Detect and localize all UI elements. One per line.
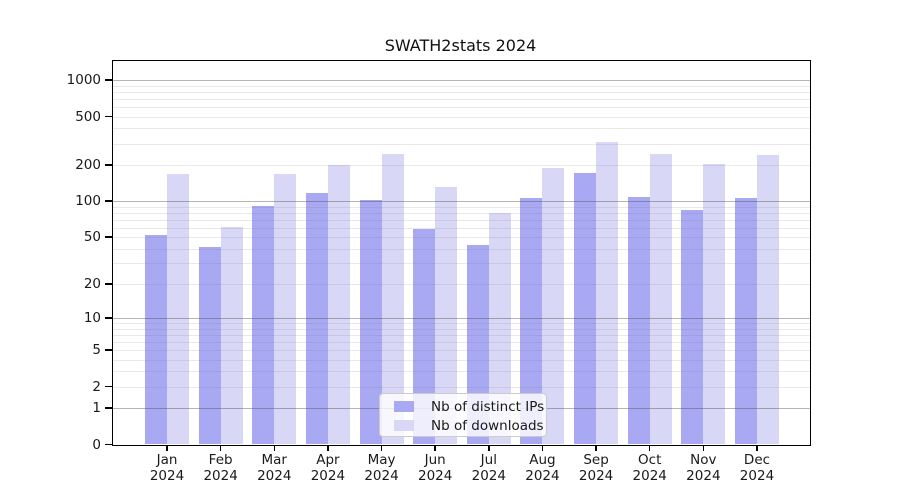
y-axis-tick-label: 0 [92,436,101,453]
bar-downloads-Feb [220,226,243,445]
y-axis-tick-label: 10 [83,310,101,327]
x-axis-tick-label: Dec 2024 [739,451,775,484]
legend-label-downloads: Nb of downloads [431,417,544,434]
y-axis-tick-label: 20 [83,275,101,292]
bar-downloads-Sep [596,141,619,445]
y-axis-tick-label: 1000 [66,72,101,89]
x-axis-tick-label: Sep 2024 [578,451,614,484]
bar-downloads-Oct [649,154,672,445]
y-axis-tick-label: 5 [92,342,101,359]
x-axis-tick [756,446,758,451]
bar-downloads-Dec [756,155,779,445]
x-axis-tick-label: Oct 2024 [632,451,667,484]
y-axis-tick [105,385,112,388]
x-axis-tick [380,446,383,451]
bar-distinct-ips-Jan [145,235,167,445]
x-axis-tick [541,446,544,451]
bar-distinct-ips-Aug [520,197,543,445]
bar-downloads-Nov [703,163,726,445]
bar-distinct-ips-Oct [627,196,650,445]
x-axis-tick-label: Apr 2024 [310,451,346,484]
y-axis-tick [105,79,112,81]
bar-downloads-Jun [435,187,458,445]
x-axis-tick-label: Mar 2024 [257,451,292,484]
y-axis-tick [105,236,112,238]
x-axis-tick-label: Nov 2024 [686,451,721,484]
y-axis-tick [105,349,112,351]
gridline-minor [113,91,810,93]
y-axis-tick [105,443,112,446]
y-axis-tick [105,115,112,118]
x-axis-tick-label: Jan 2024 [149,451,185,484]
bar-distinct-ips-Sep [574,173,597,445]
bar-downloads-Mar [274,174,297,445]
chart-title: SWATH2stats 2024 [384,36,537,55]
gridline-minor [113,128,810,130]
y-axis-tick-label: 100 [75,193,101,210]
bar-distinct-ips-Feb [198,247,221,445]
bar-downloads-May [381,154,404,445]
x-axis-tick [434,446,436,451]
x-axis-tick [488,446,490,451]
x-axis-tick [273,446,276,451]
bar-distinct-ips-Jun [413,228,436,445]
plot-area: 0 1 2 5 10 20 50 100 200 500 1000 Jan 2024 Feb 2024 M… [67,59,811,484]
legend-item-distinct-ips: Nb of distinct IPs [386,399,546,415]
legend-label-distinct-ips: Nb of distinct IPs [431,398,545,415]
bar-distinct-ips-Dec [734,197,757,445]
legend-swatch-distinct-ips [394,401,414,412]
x-axis-tick [219,446,222,451]
legend-swatch-downloads [394,420,414,431]
x-axis-tick [648,446,651,451]
y-axis-tick [105,283,112,285]
gridline-major [113,80,810,82]
bar-distinct-ips-May [359,200,382,445]
bar-downloads-Aug [542,168,565,445]
x-axis-tick [327,446,329,451]
gridline-minor [113,143,810,145]
x-axis-tick [595,446,597,451]
y-axis-tick-label: 500 [75,108,101,125]
bar-downloads-Jan [167,174,189,445]
gridline-minor [113,107,810,109]
x-axis-tick [166,446,168,451]
y-axis-tick [105,164,112,166]
y-axis-tick [105,317,112,319]
bar-distinct-ips-Nov [681,209,704,445]
gridline-minor [113,99,810,101]
bar-distinct-ips-Mar [252,206,275,445]
y-axis-tick [105,407,112,409]
x-axis-tick-label: Jul 2024 [471,451,506,484]
y-axis-tick [105,200,112,202]
x-axis-tick-label: Feb 2024 [203,451,238,484]
legend: Nb of distinct IPs Nb of downloads [379,392,547,437]
x-axis-tick-label: Jun 2024 [417,451,453,484]
y-axis-tick-label: 200 [75,156,101,173]
bar-distinct-ips-Apr [305,193,328,445]
x-axis-tick-label: May 2024 [364,451,399,484]
y-axis-tick-label: 2 [92,378,101,395]
y-axis-tick-label: 1 [92,399,101,416]
bar-downloads-Jul [488,213,511,445]
x-axis-tick [702,446,705,451]
gridline-minor [113,116,810,118]
bar-downloads-Apr [327,164,350,445]
x-axis-tick-label: Aug 2024 [525,451,560,484]
legend-item-downloads: Nb of downloads [386,418,546,434]
gridline-minor [113,85,810,87]
y-axis-tick-label: 50 [83,229,101,246]
